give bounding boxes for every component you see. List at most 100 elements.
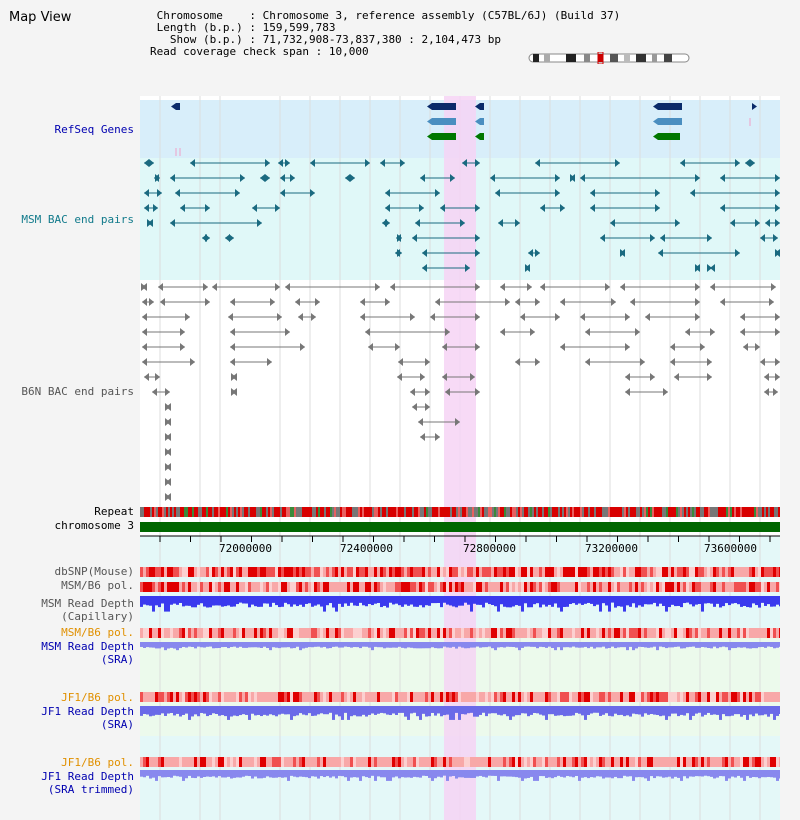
b6n-bac-track[interactable] — [141, 283, 780, 501]
depth-bar — [320, 706, 323, 714]
heatmap-cell — [332, 582, 335, 592]
heatmap-cell — [563, 582, 566, 592]
depth-bar — [635, 770, 638, 778]
repeat-track[interactable] — [140, 507, 780, 517]
depth-bar — [755, 596, 758, 606]
heatmap-cell — [554, 582, 557, 592]
depth-bar — [755, 642, 758, 649]
heatmap-cell — [392, 567, 395, 577]
depth-bar — [614, 642, 617, 649]
heatmap-cell — [686, 628, 689, 638]
heatmap-cell — [614, 692, 617, 702]
depth-bar — [353, 596, 356, 606]
depth-bar — [176, 596, 179, 605]
heatmap-cell — [335, 628, 338, 638]
heatmap-cell — [578, 692, 581, 702]
depth-bar — [275, 642, 278, 648]
depth-bar — [224, 642, 227, 648]
heatmap-cell — [710, 567, 713, 577]
length-row: Length (b.p.) : 159,599,783 — [156, 21, 336, 34]
depth-bar — [605, 642, 608, 649]
depth-bar — [644, 596, 647, 605]
refseq-genes-track[interactable] — [171, 103, 757, 156]
heatmap-cell — [626, 628, 629, 638]
heatmap-cell — [683, 628, 686, 638]
repeat-mark — [194, 507, 196, 517]
heatmap-cell — [761, 692, 764, 702]
depth-bar — [656, 770, 659, 777]
msm-bac-end — [535, 249, 540, 257]
heatmap-cell — [596, 567, 599, 577]
depth-bar — [341, 596, 344, 607]
heatmap-cell — [665, 628, 668, 638]
heatmap-cell — [215, 692, 218, 702]
depth-bar — [533, 642, 536, 647]
depth-bar — [248, 596, 251, 608]
repeat-mark — [250, 507, 252, 517]
msm-bac-track[interactable] — [144, 159, 780, 272]
track-label-msm-depth-sra-1: MSM Read Depth — [41, 640, 134, 653]
depth-bar — [419, 770, 422, 778]
heatmap-cell — [494, 582, 497, 592]
depth-bar — [281, 642, 284, 648]
depth-bar — [239, 706, 242, 716]
depth-bar — [524, 596, 527, 604]
repeat-mark — [282, 507, 284, 517]
repeat-mark — [288, 507, 290, 517]
heatmap-cell — [272, 628, 275, 638]
heatmap-cell — [551, 628, 554, 638]
heatmap-cell — [647, 692, 650, 702]
heatmap-cell — [500, 757, 503, 767]
depth-bar — [728, 596, 731, 606]
heatmap-cell — [581, 757, 584, 767]
msm-bac-end — [760, 234, 765, 242]
depth-bar — [749, 596, 752, 608]
heatmap-cell — [212, 757, 215, 767]
heatmap-cell — [365, 567, 368, 577]
heatmap-tracks[interactable] — [140, 567, 780, 767]
depth-bar — [194, 642, 197, 649]
heatmap-cell — [638, 757, 641, 767]
heatmap-cell — [530, 692, 533, 702]
heatmap-cell — [314, 628, 317, 638]
repeat-mark — [144, 507, 146, 517]
track-label-repeat: Repeat — [94, 505, 134, 518]
depth-bar — [614, 706, 617, 714]
heatmap-cell — [197, 757, 200, 767]
read-depth-tracks[interactable] — [140, 596, 780, 781]
depth-bar — [650, 596, 653, 605]
depth-bar — [266, 596, 269, 604]
heatmap-cell — [299, 582, 302, 592]
depth-bar — [383, 706, 386, 714]
heatmap-cell — [350, 582, 353, 592]
show-value: 71,732,908-73,837,380 : 2,104,473 bp — [262, 33, 502, 46]
depth-bar — [386, 596, 389, 608]
depth-bar — [638, 770, 641, 778]
heatmap-cell — [200, 567, 203, 577]
heatmap-cell — [266, 628, 269, 638]
chromosome-ideogram[interactable] — [528, 52, 690, 64]
heatmap-cell — [284, 692, 287, 702]
chromosome-bar[interactable] — [140, 522, 780, 532]
b6n-bac-end — [285, 283, 290, 291]
heatmap-cell — [443, 757, 446, 767]
depth-bar — [242, 770, 245, 777]
genome-browser-panel[interactable] — [140, 96, 780, 820]
heatmap-cell — [488, 567, 491, 577]
heatmap-cell — [257, 628, 260, 638]
depth-bar — [746, 770, 749, 777]
b6n-bac-end — [442, 373, 447, 381]
msm-bac-end — [675, 219, 680, 227]
heatmap-cell — [251, 582, 254, 592]
heatmap-cell — [248, 567, 251, 577]
repeat-mark — [466, 507, 468, 517]
depth-bar — [653, 596, 656, 603]
heatmap-cell — [545, 628, 548, 638]
b6n-bac-end — [740, 313, 745, 321]
heatmap-cell — [413, 567, 416, 577]
depth-bar — [383, 596, 386, 606]
tracks-canvas[interactable] — [140, 96, 780, 820]
repeat-mark — [770, 507, 772, 517]
heatmap-cell — [752, 757, 755, 767]
depth-bar — [551, 770, 554, 779]
